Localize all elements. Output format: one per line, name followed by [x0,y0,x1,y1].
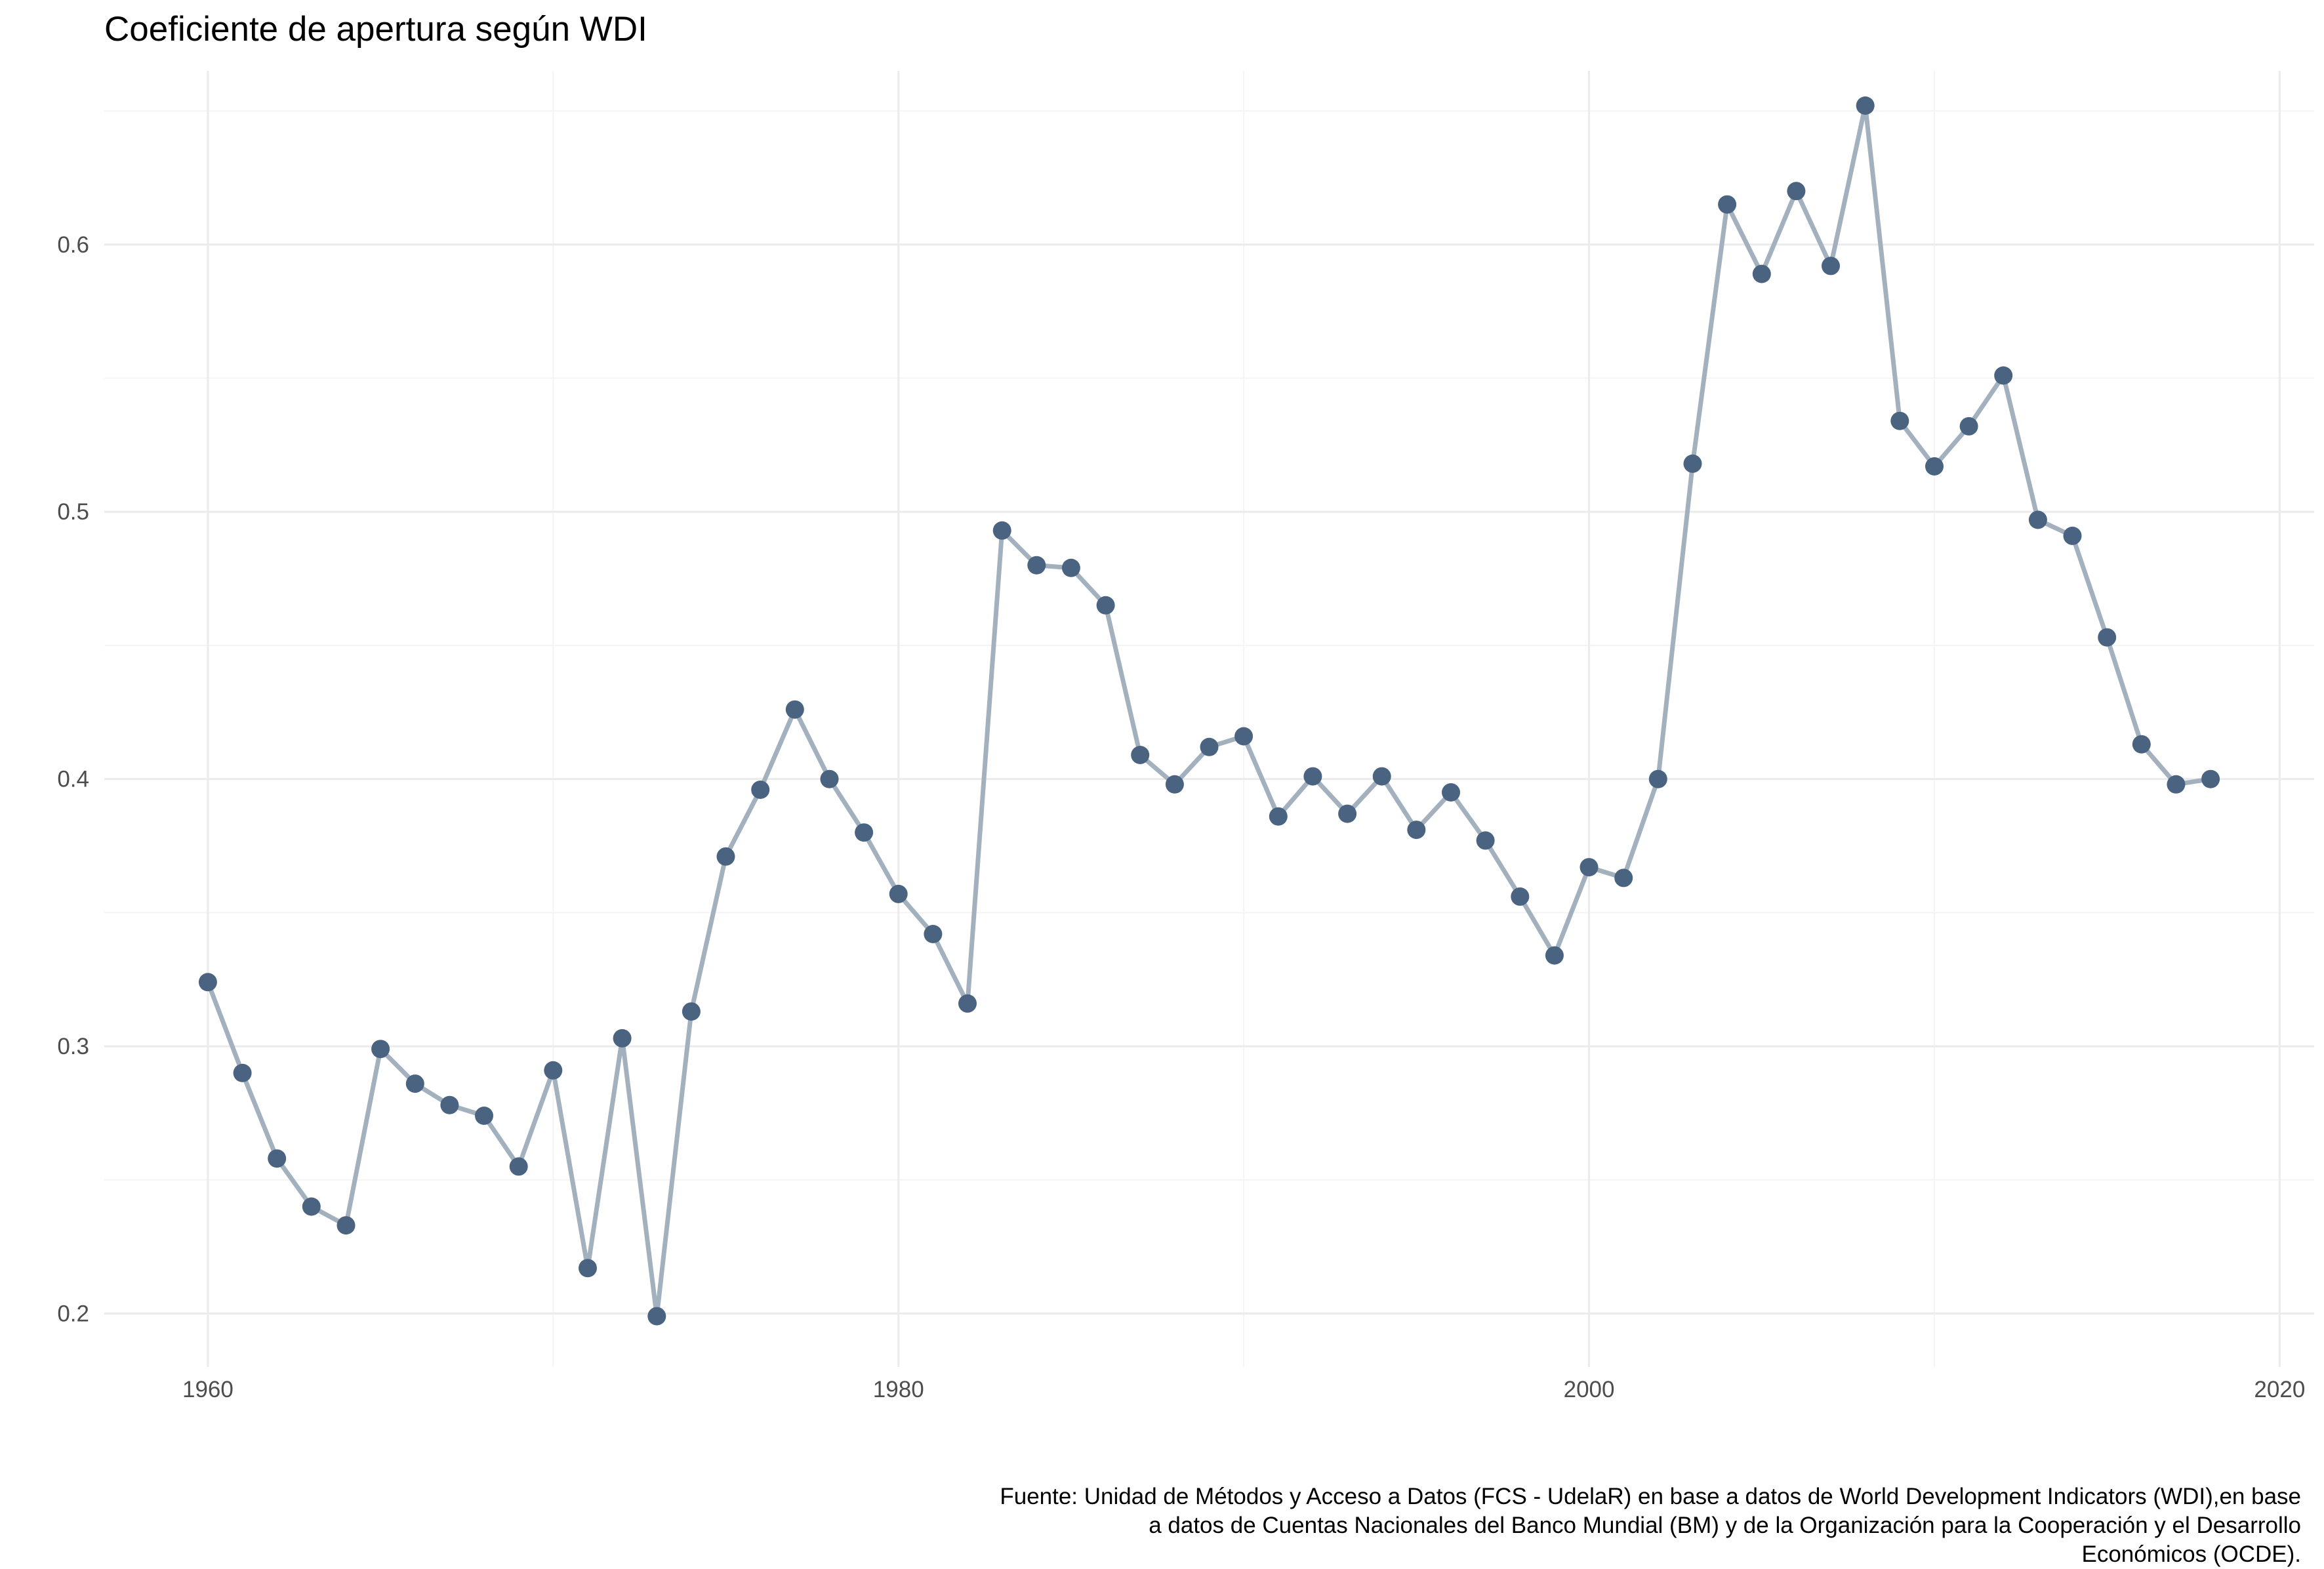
data-point-2017 [2167,775,2186,794]
major-gridlines [104,71,2314,1367]
x-tick-label: 2000 [1564,1377,1615,1402]
data-points [198,96,2220,1326]
data-point-1975 [716,847,735,866]
data-point-2006 [1787,182,1806,201]
data-point-2018 [2201,769,2220,788]
data-point-1992 [1303,767,1322,786]
data-point-1963 [302,1197,321,1216]
y-tick-label: 0.2 [57,1301,89,1327]
data-point-1984 [1027,556,1046,575]
data-point-2002 [1648,769,1667,788]
data-point-1996 [1442,783,1460,802]
data-point-2000 [1580,858,1599,877]
x-axis-tick-labels: 1960 1980 2000 2020 [182,1377,2305,1402]
data-point-1967 [440,1095,459,1114]
data-point-1993 [1338,804,1357,823]
data-point-1998 [1511,887,1530,906]
data-point-1962 [268,1149,287,1168]
caption-line-2: a datos de Cuentas Nacionales del Banco … [1149,1513,2301,1538]
data-point-1976 [751,781,770,799]
data-point-1991 [1269,807,1288,826]
y-tick-label: 0.6 [57,232,89,258]
source-caption: Fuente: Unidad de Métodos y Acceso a Dat… [596,1482,2301,1569]
data-point-1964 [336,1216,356,1235]
data-point-1972 [613,1029,632,1048]
y-axis-tick-labels: 0.2 0.3 0.4 0.5 0.6 [57,232,89,1327]
data-point-1981 [924,925,943,943]
data-point-1961 [233,1063,252,1082]
data-point-1971 [579,1259,597,1278]
data-point-1970 [544,1061,563,1080]
data-point-1986 [1096,596,1115,615]
x-tick-label: 2020 [2254,1377,2305,1402]
data-point-1960 [198,973,217,992]
data-point-2016 [2132,735,2151,754]
data-point-2007 [1822,256,1840,275]
x-tick-label: 1980 [873,1377,924,1402]
x-tick-label: 1960 [182,1377,234,1402]
data-point-1968 [475,1107,493,1125]
caption-line-3: Económicos (OCDE). [2081,1541,2301,1567]
chart-title: Coeficiente de apertura según WDI [104,10,647,49]
data-point-2014 [2063,526,2082,545]
data-point-1982 [958,994,977,1013]
data-point-2013 [2028,510,2047,529]
data-point-2005 [1752,264,1771,283]
data-point-1995 [1407,821,1426,840]
data-point-1974 [682,1002,701,1021]
series-line-group [205,103,2213,1319]
data-point-1969 [509,1157,528,1176]
data-point-2010 [1925,457,1944,476]
data-point-1994 [1372,767,1391,786]
series-line [205,103,2213,1319]
data-point-1973 [647,1307,666,1326]
minor-gridlines [104,71,2314,1367]
data-point-2003 [1683,454,1702,473]
data-point-1990 [1234,727,1254,746]
data-point-2009 [1890,411,1909,430]
data-point-2001 [1614,868,1633,887]
data-point-1978 [820,769,839,788]
data-point-1965 [371,1040,390,1059]
y-tick-label: 0.4 [57,767,89,792]
data-point-2008 [1856,96,1875,115]
data-point-1989 [1200,737,1219,756]
caption-line-1: Fuente: Unidad de Métodos y Acceso a Dat… [1000,1484,2301,1509]
data-point-1966 [405,1074,424,1093]
data-point-1979 [855,823,874,842]
data-point-1980 [889,884,908,903]
y-tick-label: 0.5 [57,499,89,525]
y-tick-label: 0.3 [57,1034,89,1059]
data-point-1997 [1476,831,1495,850]
data-point-2012 [1994,366,2013,385]
data-point-2004 [1718,195,1737,214]
data-point-1999 [1545,946,1564,965]
data-point-1988 [1165,775,1184,794]
data-point-2011 [1959,417,1978,436]
data-point-2015 [2098,628,2117,647]
data-point-1977 [785,700,804,719]
data-point-1983 [992,521,1011,540]
data-point-1985 [1061,558,1080,577]
data-point-1987 [1131,746,1150,764]
